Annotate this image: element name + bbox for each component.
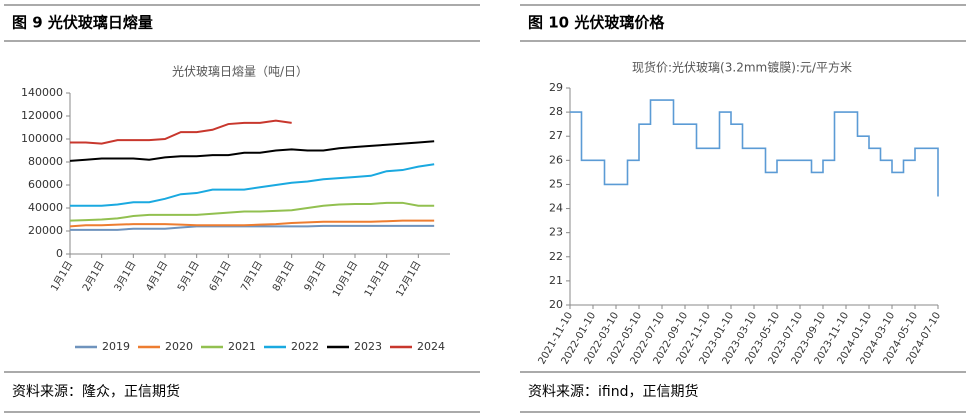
y-tick-label: 20000 <box>28 224 63 237</box>
x-tick-label: 2月1日 <box>80 259 107 293</box>
x-tick-label: 8月1日 <box>270 259 297 293</box>
x-tick-label: 9月1日 <box>302 259 329 293</box>
legend-label: 2023 <box>354 340 382 353</box>
x-tick-label: 3月1日 <box>112 259 139 293</box>
chart-title: 现货价:光伏玻璃(3.2mm镀膜):元/平方米 <box>632 60 852 75</box>
series-line <box>69 219 435 228</box>
figure-caption: 图 10 光伏玻璃价格 <box>528 14 665 32</box>
y-tick-label: 140000 <box>21 86 63 99</box>
series-line <box>69 201 435 222</box>
x-tick-label: 10月1日 <box>330 259 360 299</box>
y-tick-label: 24 <box>549 202 563 215</box>
chart-title: 光伏玻璃日熔量（吨/日） <box>172 64 308 79</box>
y-tick-label: 120000 <box>21 109 63 122</box>
y-tick-label: 22 <box>549 250 563 263</box>
x-tick-label: 6月1日 <box>207 259 234 293</box>
panel: 图 10 光伏玻璃价格现货价:光伏玻璃(3.2mm镀膜):元/平方米资料来源：i… <box>520 4 966 413</box>
series-line <box>70 119 292 145</box>
figure-caption: 图 9 光伏玻璃日熔量 <box>12 14 153 32</box>
series-line <box>69 140 435 162</box>
legend-label: 2021 <box>228 340 256 353</box>
y-tick-label: 25 <box>549 177 563 190</box>
x-tick-label: 5月1日 <box>175 259 202 293</box>
y-tick-label: 80000 <box>28 155 63 168</box>
y-tick-label: 26 <box>549 153 563 166</box>
y-tick-label: 40000 <box>28 201 63 214</box>
y-tick-label: 0 <box>56 247 63 260</box>
legend-label: 2024 <box>417 340 445 353</box>
y-tick-label: 60000 <box>28 178 63 191</box>
x-tick-label: 4月1日 <box>143 259 170 293</box>
series-line <box>570 99 939 197</box>
source-note: 资料来源：隆众，正信期货 <box>12 383 180 400</box>
y-tick-label: 27 <box>549 129 563 142</box>
y-tick-label: 20 <box>549 298 563 311</box>
series-line <box>70 163 435 207</box>
y-tick-label: 21 <box>549 274 563 287</box>
legend-label: 2019 <box>102 340 130 353</box>
x-tick-label: 1月1日 <box>48 259 75 293</box>
y-tick-label: 23 <box>549 226 563 239</box>
y-tick-label: 100000 <box>21 132 63 145</box>
y-tick-label: 28 <box>549 105 563 118</box>
legend-label: 2022 <box>291 340 319 353</box>
series-line <box>70 224 435 231</box>
legend-label: 2020 <box>165 340 193 353</box>
source-note: 资料来源：ifind，正信期货 <box>528 383 698 400</box>
y-tick-label: 29 <box>549 81 563 94</box>
x-tick-label: 11月1日 <box>362 259 392 299</box>
x-tick-label: 12月1日 <box>394 259 424 299</box>
x-tick-label: 7月1日 <box>238 259 265 293</box>
